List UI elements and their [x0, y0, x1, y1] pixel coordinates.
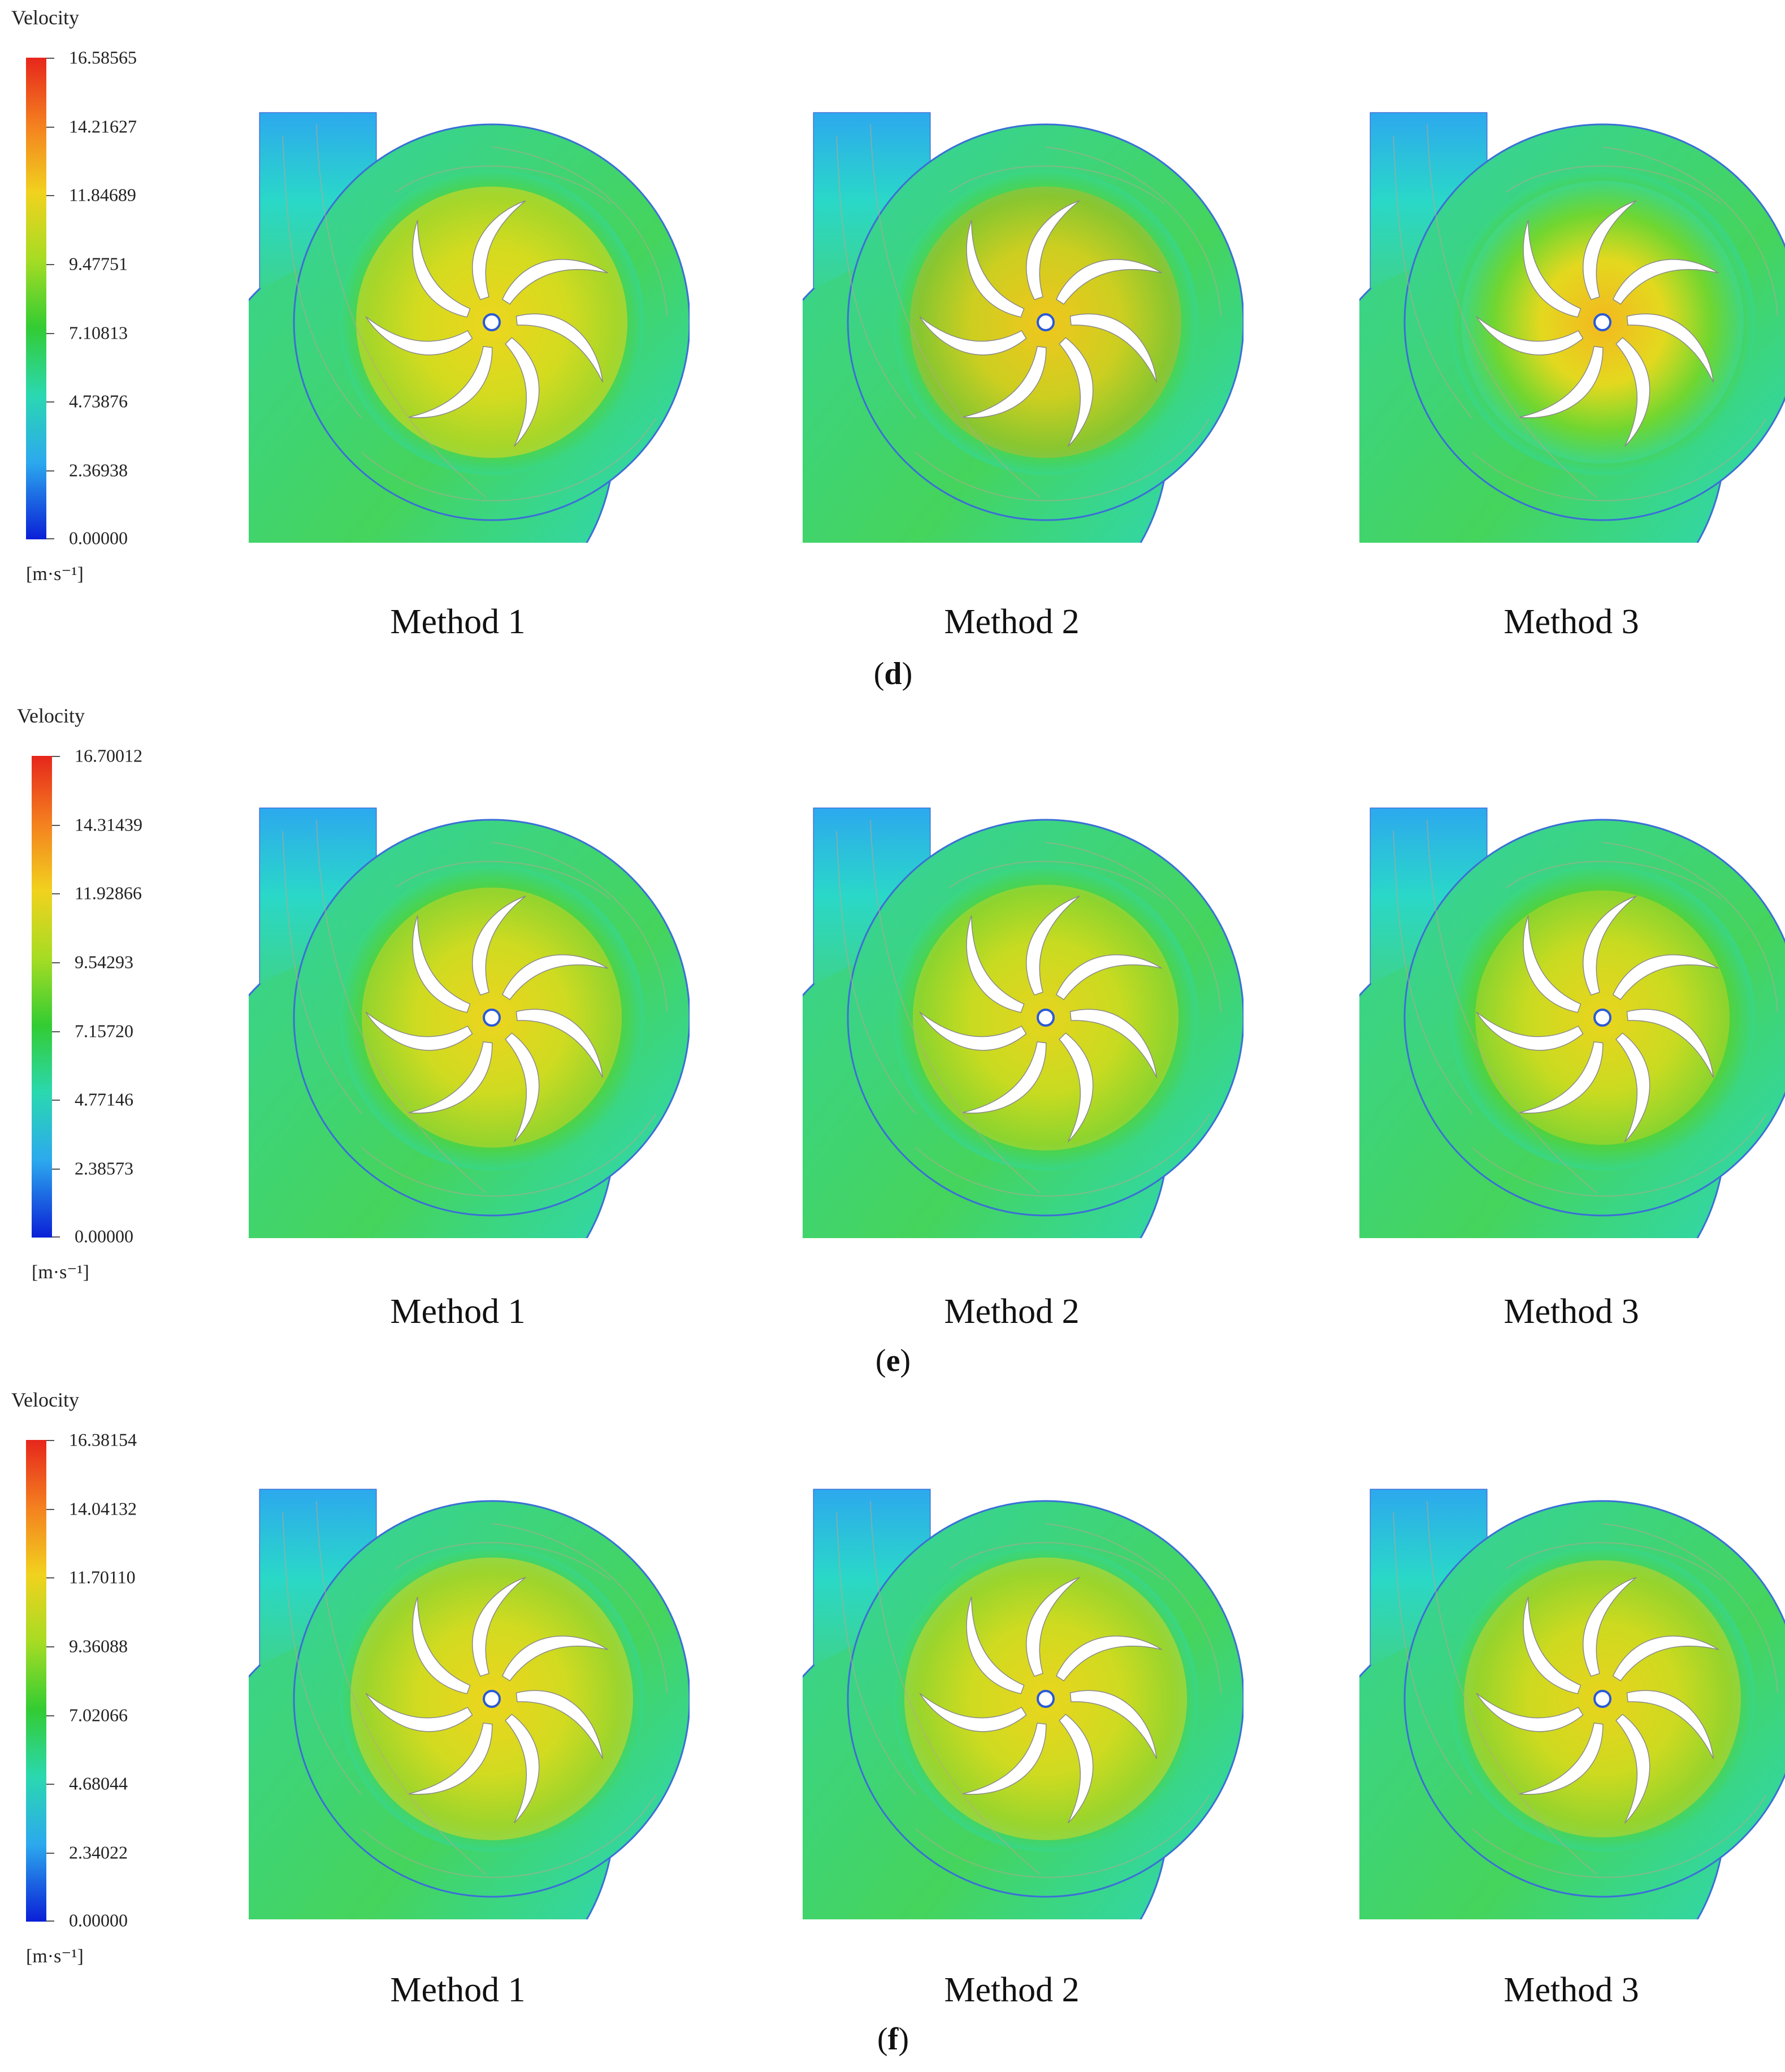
- legend-label: 16.58565: [69, 47, 137, 68]
- legend-label: 11.70110: [69, 1567, 136, 1587]
- legend-tick: [46, 1715, 54, 1716]
- method-label: Method 3: [1504, 1971, 1639, 2009]
- legend-tick: [46, 264, 54, 265]
- legend-label: 14.04132: [69, 1498, 137, 1519]
- legend-label: 7.02066: [69, 1705, 128, 1725]
- legend-tick: [52, 893, 60, 894]
- legend-tick: [46, 1920, 54, 1922]
- velocity-legend: Velocity 16.38154 14.04132 11.70110 9.36…: [0, 1382, 187, 2004]
- legend-tick: [46, 538, 54, 539]
- panel-caption: (f): [877, 2022, 909, 2057]
- method-label: Method 3: [1504, 1292, 1639, 1331]
- method-label: Method 1: [390, 1292, 526, 1331]
- velocity-contour-method-1: [249, 1478, 690, 1919]
- legend-label: 7.15720: [75, 1020, 133, 1041]
- method-label: Method 3: [1504, 603, 1639, 641]
- legend-tick: [46, 1646, 54, 1647]
- legend-color-bar: [26, 1440, 46, 1922]
- velocity-contour-method-1: [249, 102, 690, 543]
- method-label: Method 1: [390, 1971, 526, 2009]
- legend-label: 4.68044: [69, 1773, 128, 1794]
- legend-tick: [46, 1784, 54, 1785]
- method-label: Method 1: [390, 603, 526, 641]
- legend-label: 14.31439: [75, 814, 142, 835]
- velocity-contour-method-2: [803, 1478, 1244, 1919]
- velocity-contour-method-3: [1359, 1478, 1785, 1919]
- legend-title: Velocity: [11, 1388, 79, 1411]
- legend-label: 2.38573: [75, 1158, 133, 1179]
- legend-tick: [52, 825, 60, 826]
- panel-e: Velocity 16.70012 14.31439 11.92866 9.54…: [0, 698, 1785, 1388]
- legend-tick: [52, 1169, 60, 1170]
- legend-tick: [46, 1509, 54, 1510]
- legend-unit: [m·s⁻¹]: [26, 564, 84, 585]
- legend-color-bar: [32, 756, 52, 1238]
- velocity-contour-method-3: [1359, 797, 1785, 1238]
- legend-tick: [46, 1853, 54, 1854]
- legend-label: 16.70012: [75, 745, 142, 766]
- legend-label: 11.92866: [75, 883, 142, 903]
- legend-tick: [46, 470, 54, 472]
- panel-f: Velocity 16.38154 14.04132 11.70110 9.36…: [0, 1382, 1785, 2072]
- legend-label: 9.54293: [75, 951, 133, 972]
- legend-tick: [52, 1236, 60, 1238]
- legend-label: 9.36088: [69, 1636, 128, 1656]
- legend-unit: [m·s⁻¹]: [26, 1946, 84, 1967]
- legend-label: 2.34022: [69, 1842, 128, 1863]
- method-label: Method 2: [944, 1971, 1080, 2009]
- legend-tick: [46, 127, 54, 128]
- panel-caption: (e): [875, 1343, 911, 1378]
- velocity-contour-method-2: [803, 102, 1244, 543]
- legend-label: 16.38154: [69, 1429, 137, 1450]
- method-label: Method 2: [944, 603, 1080, 641]
- velocity-contour-method-2: [803, 797, 1244, 1238]
- panel-d: Velocity 16.58565 14.21627 11.84689 9.47…: [0, 0, 1785, 691]
- legend-tick: [46, 333, 54, 334]
- velocity-legend: Velocity 16.70012 14.31439 11.92866 9.54…: [6, 698, 192, 1320]
- legend-label: 0.00000: [75, 1226, 133, 1247]
- legend-unit: [m·s⁻¹]: [32, 1262, 89, 1283]
- legend-label: 4.77146: [75, 1089, 133, 1110]
- legend-title: Velocity: [17, 704, 85, 727]
- legend-tick: [46, 401, 54, 403]
- legend-label: 0.00000: [69, 527, 128, 548]
- legend-label: 0.00000: [69, 1910, 128, 1931]
- legend-color-bar: [26, 58, 46, 539]
- legend-label: 14.21627: [69, 116, 137, 137]
- legend-tick: [52, 962, 60, 963]
- legend-tick: [46, 58, 54, 59]
- velocity-legend: Velocity 16.58565 14.21627 11.84689 9.47…: [0, 0, 187, 622]
- legend-title: Velocity: [11, 6, 79, 29]
- legend-tick: [52, 1031, 60, 1032]
- legend-label: 2.36938: [69, 460, 128, 481]
- legend-tick: [46, 1577, 54, 1578]
- legend-tick: [46, 195, 54, 196]
- legend-tick: [52, 756, 60, 757]
- legend-label: 7.10813: [69, 322, 128, 343]
- legend-label: 9.47751: [69, 253, 128, 274]
- velocity-contour-method-3: [1359, 102, 1785, 543]
- legend-tick: [52, 1100, 60, 1101]
- panel-caption: (d): [873, 656, 913, 691]
- method-label: Method 2: [944, 1292, 1080, 1331]
- velocity-contour-method-1: [249, 797, 690, 1238]
- legend-label: 11.84689: [69, 184, 136, 205]
- legend-label: 4.73876: [69, 391, 128, 412]
- legend-tick: [46, 1440, 54, 1441]
